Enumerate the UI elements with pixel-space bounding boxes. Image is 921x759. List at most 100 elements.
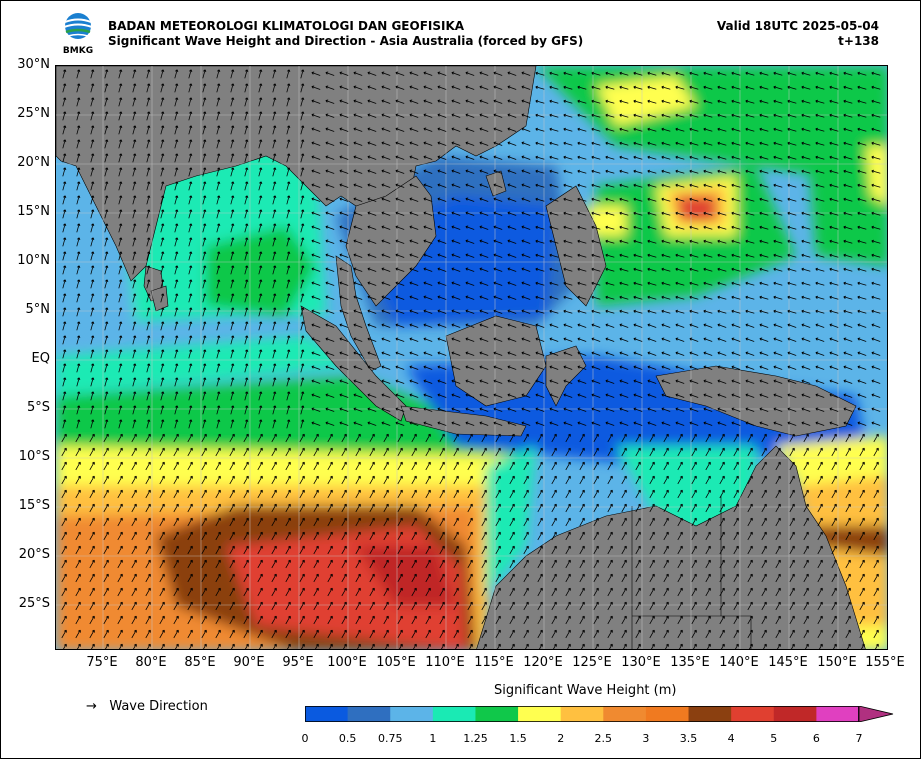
wave-direction-arrow — [563, 169, 573, 174]
wave-direction-arrow — [244, 265, 249, 275]
wave-direction-arrow — [409, 309, 419, 314]
wave-direction-arrow — [174, 419, 179, 429]
wave-direction-arrow — [313, 447, 319, 457]
wave-direction-arrow — [437, 113, 447, 118]
wave-direction-arrow — [383, 461, 389, 471]
wave-direction-arrow — [801, 127, 811, 132]
wave-direction-arrow — [661, 197, 671, 202]
wave-direction-arrow — [437, 379, 447, 384]
wave-direction-arrow — [90, 237, 95, 247]
wave-direction-arrow — [647, 253, 657, 258]
wave-direction-arrow — [845, 573, 851, 583]
wave-direction-arrow — [381, 407, 391, 412]
wave-direction-arrow — [272, 335, 277, 345]
wave-direction-arrow — [355, 489, 361, 499]
wave-direction-arrow — [521, 309, 531, 314]
wave-direction-arrow — [159, 475, 165, 485]
wave-direction-arrow — [731, 323, 741, 328]
wave-direction-arrow — [773, 407, 783, 412]
wave-direction-arrow — [857, 211, 867, 216]
wave-direction-arrow — [801, 379, 811, 384]
wave-direction-arrow — [549, 393, 559, 398]
wave-direction-arrow — [271, 433, 277, 443]
wave-direction-arrow — [579, 545, 585, 555]
wave-direction-arrow — [76, 321, 81, 331]
wave-direction-arrow — [272, 97, 277, 107]
wave-direction-arrow — [605, 281, 615, 286]
wave-direction-arrow — [367, 323, 377, 328]
wave-direction-arrow — [661, 211, 671, 216]
wave-direction-arrow — [411, 601, 417, 611]
wave-direction-arrow — [523, 587, 529, 597]
wave-direction-arrow — [187, 587, 193, 597]
wave-direction-arrow — [745, 421, 755, 426]
wave-direction-arrow — [563, 337, 573, 342]
wave-direction-arrow — [633, 337, 643, 342]
wave-direction-arrow — [188, 391, 193, 401]
wave-direction-arrow — [76, 181, 81, 191]
wave-direction-arrow — [465, 197, 475, 202]
wave-direction-arrow — [563, 113, 573, 118]
colorbar-cell — [475, 706, 519, 722]
wave-direction-arrow — [203, 643, 207, 649]
wave-direction-arrow — [339, 407, 349, 412]
wave-direction-arrow — [367, 379, 377, 384]
wave-direction-arrow — [745, 253, 755, 258]
wave-direction-arrow — [745, 379, 755, 384]
wave-direction-arrow — [258, 321, 263, 331]
wave-direction-arrow — [803, 461, 809, 471]
wave-direction-arrow — [397, 573, 403, 583]
wave-direction-arrow — [801, 85, 811, 90]
wave-direction-arrow — [76, 349, 81, 359]
wave-direction-arrow — [829, 197, 839, 202]
wave-direction-arrow — [815, 365, 825, 370]
wave-direction-arrow — [355, 517, 361, 527]
wave-direction-arrow — [549, 211, 559, 216]
wave-direction-arrow — [286, 69, 291, 79]
wave-direction-arrow — [437, 267, 447, 272]
wave-direction-arrow — [244, 391, 249, 401]
wave-direction-arrow — [721, 643, 725, 649]
lon-label: 135°E — [670, 655, 710, 670]
wave-direction-arrow — [132, 335, 137, 345]
wave-direction-arrow — [523, 461, 529, 471]
wave-direction-arrow — [663, 601, 669, 611]
wave-direction-arrow — [843, 351, 853, 356]
wave-direction-arrow — [815, 225, 825, 230]
wave-direction-arrow — [132, 209, 137, 219]
wave-direction-arrow — [397, 517, 403, 527]
wave-direction-arrow — [62, 349, 67, 359]
wave-direction-arrow — [188, 251, 193, 261]
wave-direction-arrow — [731, 351, 741, 356]
wave-direction-arrow — [535, 281, 545, 286]
wave-direction-arrow — [311, 379, 321, 384]
wave-direction-arrow — [272, 265, 277, 275]
wave-direction-arrow — [563, 71, 573, 76]
wave-height-map[interactable] — [55, 65, 888, 650]
wave-direction-arrow — [479, 239, 489, 244]
wave-direction-arrow — [871, 267, 881, 272]
wave-direction-arrow — [605, 141, 615, 146]
wave-direction-arrow — [132, 251, 137, 261]
wave-direction-arrow — [871, 421, 881, 426]
wave-direction-arrow — [467, 559, 473, 569]
wave-direction-arrow — [75, 587, 81, 597]
wave-direction-arrow — [353, 99, 363, 104]
wave-direction-arrow — [286, 307, 291, 317]
wave-direction-arrow — [815, 169, 825, 174]
wave-direction-arrow — [383, 559, 389, 569]
wave-direction-arrow — [689, 85, 699, 90]
wave-direction-arrow — [104, 195, 109, 205]
wave-direction-arrow — [857, 365, 867, 370]
wave-direction-arrow — [521, 183, 531, 188]
wave-direction-arrow — [467, 475, 473, 485]
wave-direction-arrow — [272, 251, 277, 261]
wave-direction-arrow — [339, 281, 349, 286]
wave-direction-arrow — [577, 253, 587, 258]
wave-direction-arrow — [857, 85, 867, 90]
wave-direction-arrow — [649, 503, 655, 513]
wave-direction-arrow — [789, 447, 795, 457]
wave-direction-arrow — [311, 169, 321, 174]
wave-direction-arrow — [327, 461, 333, 471]
wave-direction-arrow — [647, 267, 657, 272]
